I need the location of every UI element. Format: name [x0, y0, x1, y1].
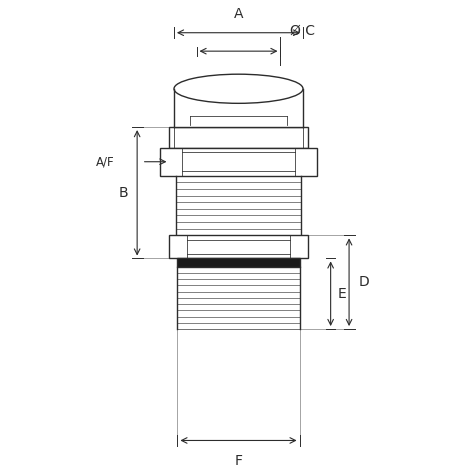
Bar	[177, 258, 299, 267]
Text: F: F	[234, 454, 242, 468]
Bar	[169, 127, 307, 148]
Ellipse shape	[174, 74, 302, 103]
Text: A: A	[233, 7, 243, 21]
Text: A/F: A/F	[95, 155, 114, 168]
Text: Ø C: Ø C	[289, 23, 314, 37]
Text: B: B	[118, 186, 128, 200]
Bar	[160, 148, 316, 175]
Bar	[174, 89, 302, 127]
Bar	[169, 236, 307, 258]
Text: E: E	[337, 287, 346, 301]
Text: D: D	[357, 275, 368, 289]
